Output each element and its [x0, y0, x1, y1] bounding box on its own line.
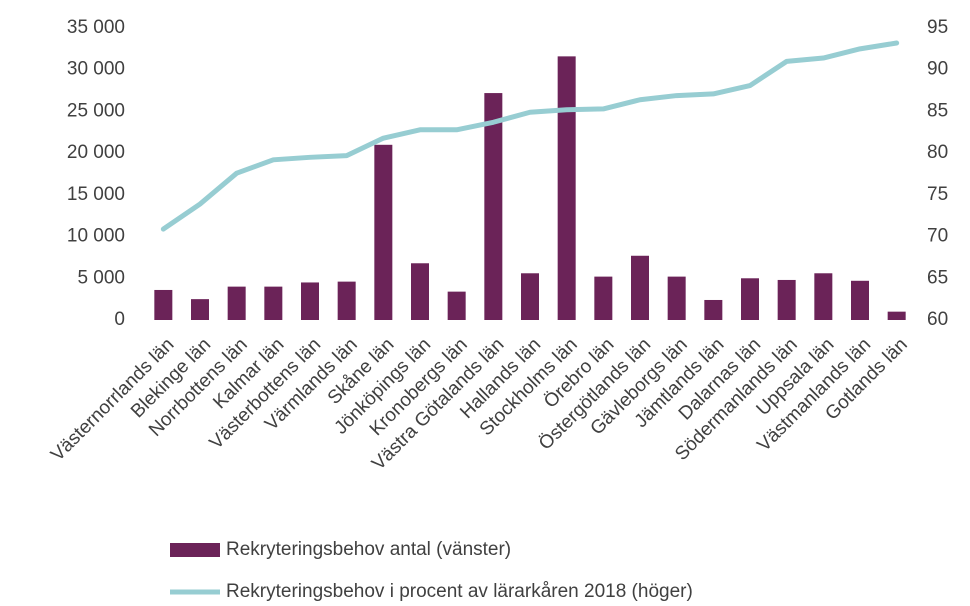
- bar: [741, 278, 759, 320]
- y2-tick-label: 95: [927, 17, 948, 38]
- y2-tick-label: 85: [927, 100, 948, 121]
- bar: [154, 289, 173, 320]
- y-tick-label: 30 000: [67, 59, 125, 80]
- bar: [411, 263, 429, 320]
- line: [160, 40, 900, 232]
- bar: [777, 279, 796, 320]
- y-tick-label: 35 000: [67, 17, 125, 38]
- legend-label: Rekryteringsbehov i procent av lärarkåre…: [226, 581, 693, 602]
- y2-tick-label: 90: [927, 59, 948, 80]
- bar: [851, 280, 869, 320]
- bar: [484, 93, 503, 321]
- y-tick-label: 0: [114, 309, 125, 330]
- legend-swatch: [170, 543, 220, 557]
- bar: [704, 299, 723, 320]
- bar: [374, 144, 393, 320]
- y2-tick-label: 70: [927, 226, 948, 247]
- y2-tick-label: 80: [927, 142, 948, 163]
- bar: [191, 299, 209, 320]
- y-tick-label: 15 000: [67, 184, 125, 205]
- bar: [594, 276, 613, 320]
- bar: [264, 286, 283, 320]
- bar: [814, 273, 833, 320]
- bar: [447, 291, 466, 320]
- bar: [337, 281, 356, 320]
- y-tick-label: 5 000: [77, 267, 125, 288]
- y2-tick-label: 60: [927, 309, 948, 330]
- bar: [667, 276, 686, 320]
- bar: [631, 255, 649, 320]
- bar: [557, 56, 576, 320]
- y-tick-label: 25 000: [67, 100, 125, 121]
- bar: [301, 282, 319, 320]
- y2-tick-label: 75: [927, 184, 948, 205]
- bar: [521, 273, 539, 320]
- y-tick-label: 20 000: [67, 142, 125, 163]
- y-tick-label: 10 000: [67, 226, 125, 247]
- bar: [227, 286, 246, 320]
- y2-tick-label: 65: [927, 267, 948, 288]
- legend-label: Rekryteringsbehov antal (vänster): [226, 539, 511, 560]
- bar: [887, 311, 906, 320]
